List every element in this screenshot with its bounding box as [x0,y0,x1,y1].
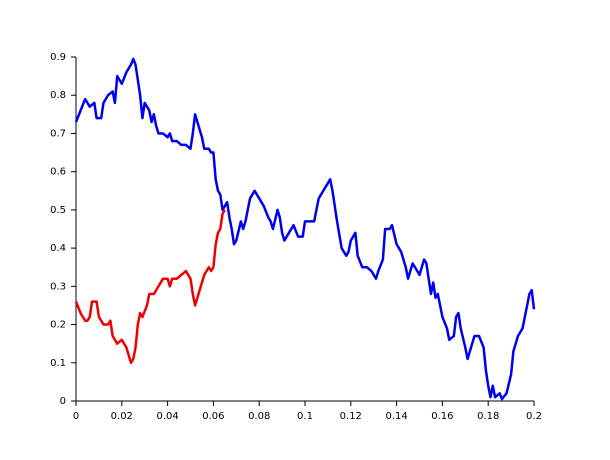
x-tick-label: 0.1 [297,411,313,422]
x-tick-label: 0.12 [340,411,362,422]
data-line [74,209,226,365]
x-tick-label: 0.04 [156,411,178,422]
x-tick-label: 0 [73,411,79,422]
x-tick-label: 0.18 [477,411,499,422]
y-tick-label: 0.8 [50,90,66,101]
y-tick-label: 0 [60,396,66,407]
y-tick-label: 0.4 [50,243,66,254]
x-tick-label: 0.08 [248,411,270,422]
y-tick-label: 0.3 [50,281,66,292]
x-tick-label: 0.16 [431,411,453,422]
x-tick-label: 0.06 [202,411,224,422]
y-tick-label: 0.2 [50,320,66,331]
y-tick-label: 0.9 [50,52,66,63]
y-tick-label: 0.1 [50,358,66,369]
y-tick-label: 0.5 [50,205,66,216]
y-tick-label: 0.6 [50,167,66,178]
x-tick-label: 0.2 [526,411,542,422]
x-tick-label: 0.02 [111,411,133,422]
x-tick-label: 0.14 [385,411,407,422]
data-line [74,57,536,401]
y-tick-label: 0.7 [50,128,66,139]
